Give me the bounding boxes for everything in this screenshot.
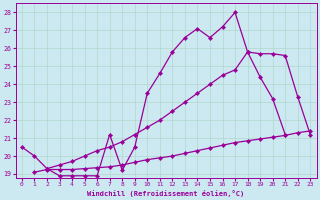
X-axis label: Windchill (Refroidissement éolien,°C): Windchill (Refroidissement éolien,°C) (87, 190, 245, 197)
